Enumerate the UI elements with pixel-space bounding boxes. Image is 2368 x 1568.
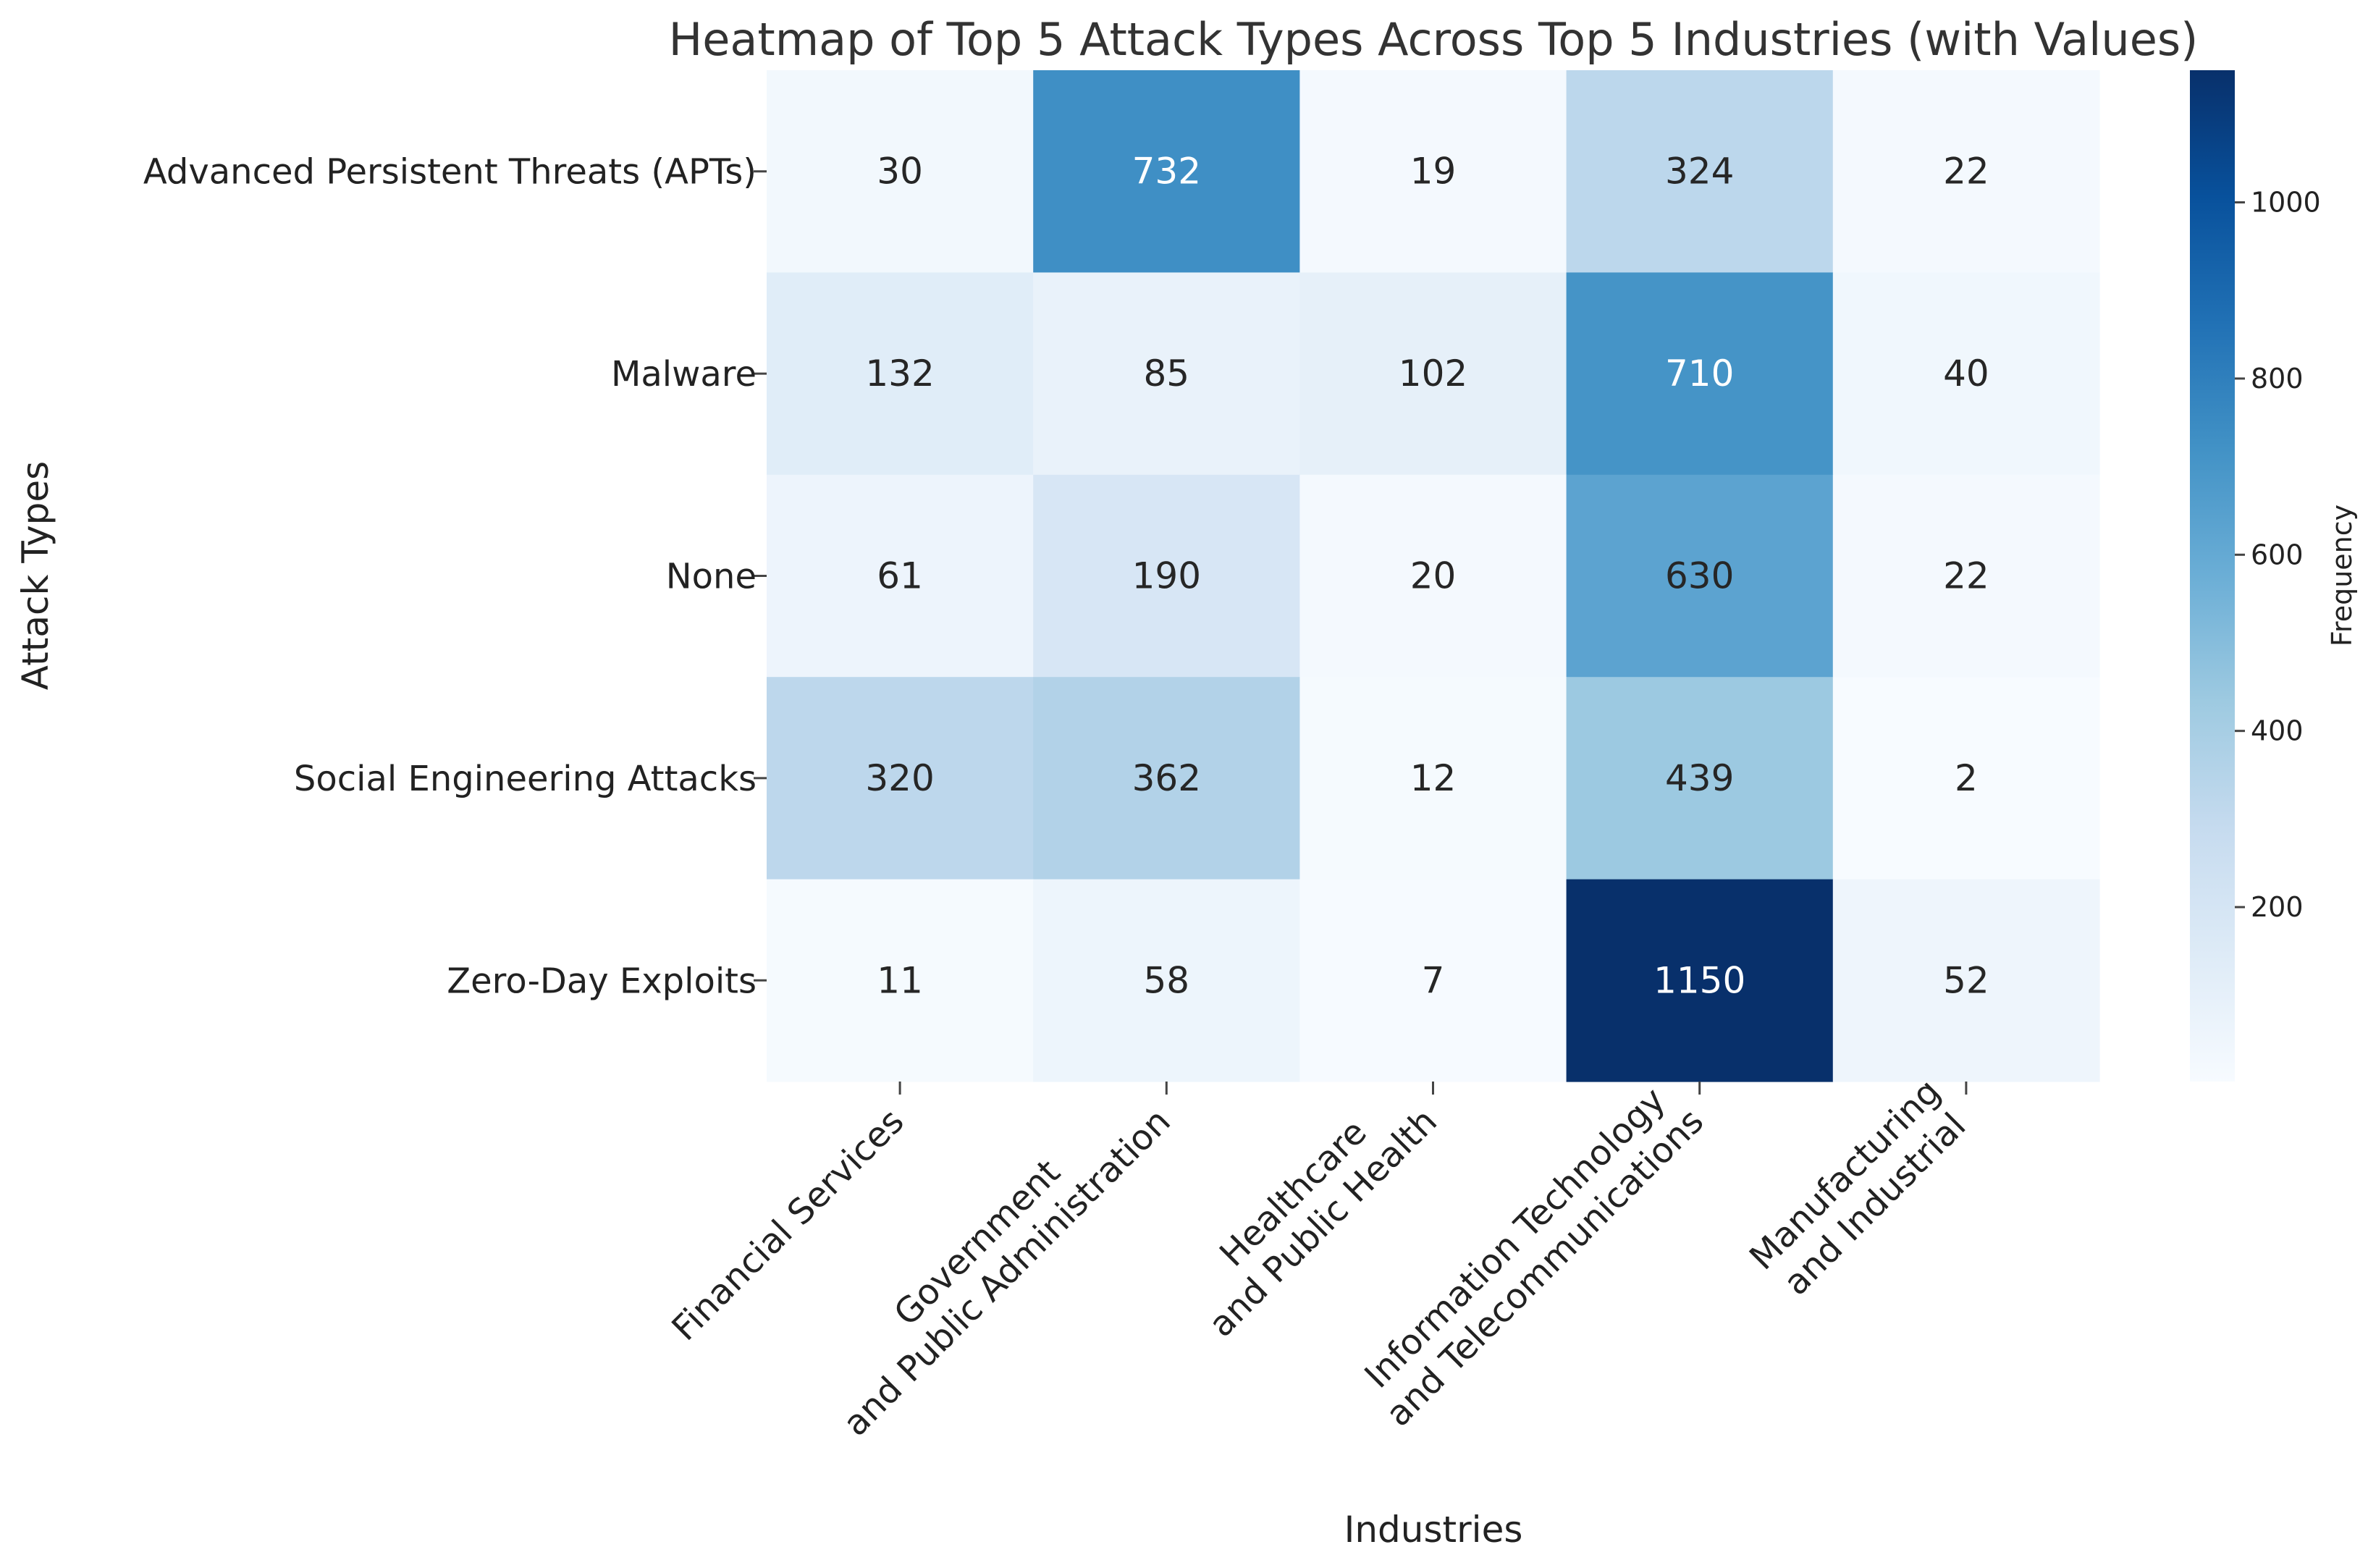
cell-value-label: 320 bbox=[865, 757, 934, 799]
heatmap-cell bbox=[1299, 474, 1567, 678]
y-tick-label: Malware bbox=[611, 354, 757, 395]
colorbar-tick-label: 1000 bbox=[2251, 187, 2321, 219]
heatmap-cell bbox=[767, 272, 1034, 476]
colorbar-tick-label: 400 bbox=[2251, 715, 2304, 747]
cell-value-label: 439 bbox=[1665, 757, 1734, 799]
y-tick-label: Social Engineering Attacks bbox=[294, 759, 757, 799]
cell-value-label: 22 bbox=[1943, 555, 1989, 597]
cell-value-label: 40 bbox=[1943, 353, 1989, 395]
cell-value-label: 2 bbox=[1955, 757, 1978, 799]
heatmap-cell bbox=[1033, 70, 1300, 273]
cell-value-label: 132 bbox=[865, 353, 934, 395]
y-tick-label: Advanced Persistent Threats (APTs) bbox=[143, 152, 757, 193]
heatmap-cell bbox=[767, 70, 1034, 273]
y-tick-label: None bbox=[666, 557, 757, 597]
cell-value-label: 58 bbox=[1143, 959, 1189, 1001]
heatmap-cell bbox=[1566, 474, 1834, 678]
heatmap-cell bbox=[1566, 879, 1834, 1082]
cell-value-label: 710 bbox=[1665, 353, 1734, 395]
y-axis-label: Attack Types bbox=[14, 461, 56, 690]
cell-value-label: 20 bbox=[1410, 555, 1457, 597]
x-tick-label-line: and Telecommunications bbox=[1378, 1101, 1712, 1435]
cell-value-label: 324 bbox=[1665, 151, 1734, 193]
colorbar-tick-label: 200 bbox=[2251, 891, 2304, 923]
cell-value-label: 30 bbox=[877, 151, 923, 193]
heatmap-cell bbox=[1832, 70, 2100, 273]
cell-value-label: 61 bbox=[877, 555, 923, 597]
x-tick-label-line: Financial Services bbox=[664, 1101, 911, 1349]
heatmap-cell bbox=[1299, 677, 1567, 880]
colorbar-tick-label: 800 bbox=[2251, 363, 2304, 395]
colorbar-gradient bbox=[2190, 70, 2235, 1082]
x-tick-label: Financial Services bbox=[664, 1101, 911, 1349]
heatmap-cell bbox=[1566, 70, 1834, 273]
heatmap-cell bbox=[1832, 879, 2100, 1082]
heatmap-cell bbox=[1832, 272, 2100, 476]
heatmap-cell bbox=[1566, 272, 1834, 476]
chart-title: Heatmap of Top 5 Attack Types Across Top… bbox=[669, 13, 2199, 66]
heatmap-cell bbox=[767, 677, 1034, 880]
colorbar-ticks: 200 400 600 800 1000 bbox=[2235, 187, 2321, 923]
heatmap-cell bbox=[767, 879, 1034, 1082]
heatmap-cells: 30 732 19 324 22 132 85 102 710 40 61 190 20 630 22 320… bbox=[767, 70, 2100, 1082]
cell-value-label: 11 bbox=[877, 959, 923, 1001]
heatmap-cell bbox=[1033, 879, 1300, 1082]
cell-value-label: 190 bbox=[1132, 555, 1201, 597]
cell-value-label: 52 bbox=[1943, 959, 1989, 1001]
heatmap-cell bbox=[1832, 677, 2100, 880]
heatmap-cell bbox=[1832, 474, 2100, 678]
x-tick-label: Healthcareand Public Health bbox=[1171, 1071, 1445, 1345]
colorbar-tick-label: 600 bbox=[2251, 539, 2304, 570]
heatmap-cell bbox=[1299, 272, 1567, 476]
cell-value-label: 1150 bbox=[1653, 959, 1745, 1001]
cell-value-label: 630 bbox=[1665, 555, 1734, 597]
x-axis-label: Industries bbox=[1344, 1509, 1523, 1551]
y-tick-label: Zero-Day Exploits bbox=[447, 961, 757, 1001]
cell-value-label: 19 bbox=[1410, 151, 1457, 193]
heatmap-cell bbox=[767, 474, 1034, 678]
cell-value-label: 362 bbox=[1132, 757, 1201, 799]
heatmap-cell bbox=[1033, 474, 1300, 678]
cell-value-label: 102 bbox=[1399, 353, 1467, 395]
heatmap-cell bbox=[1566, 677, 1834, 880]
heatmap-cell bbox=[1033, 272, 1300, 476]
heatmap-cell bbox=[1033, 677, 1300, 880]
cell-value-label: 732 bbox=[1132, 151, 1201, 193]
y-tick-labels: Advanced Persistent Threats (APTs) Malwar… bbox=[143, 152, 767, 1001]
x-tick-label: Manufacturingand Industrial bbox=[1742, 1071, 1978, 1307]
cell-value-label: 12 bbox=[1410, 757, 1457, 799]
colorbar: 200 400 600 800 1000 Frequency bbox=[2190, 70, 2358, 1082]
colorbar-label: Frequency bbox=[2326, 505, 2358, 646]
heatmap-cell bbox=[1299, 879, 1567, 1082]
cell-value-label: 7 bbox=[1422, 959, 1445, 1001]
heatmap-cell bbox=[1299, 70, 1567, 273]
cell-value-label: 22 bbox=[1943, 151, 1989, 193]
cell-value-label: 85 bbox=[1143, 353, 1189, 395]
